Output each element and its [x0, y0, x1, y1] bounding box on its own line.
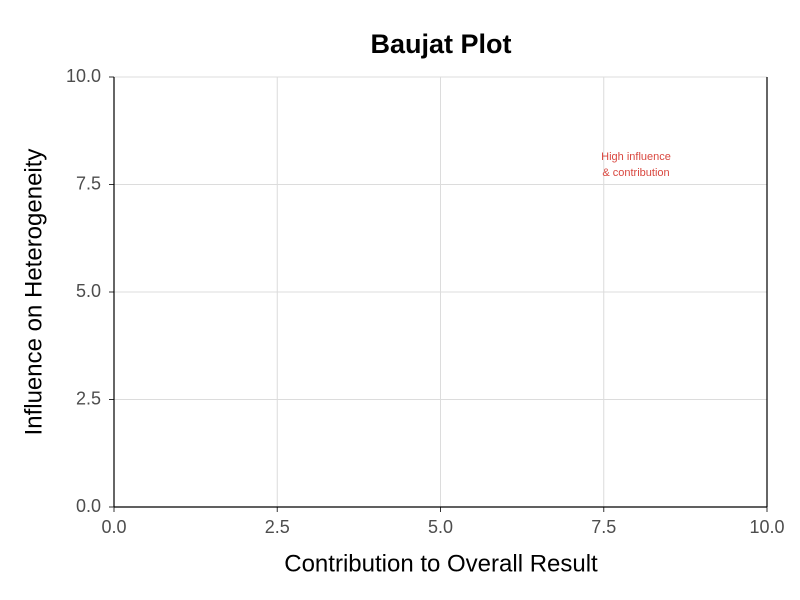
x-tick-label: 10.0 [749, 517, 784, 537]
chart-title: Baujat Plot [370, 29, 511, 59]
annotation: High influence [601, 151, 671, 163]
y-tick-label: 0.0 [76, 496, 101, 516]
y-tick-label: 5.0 [76, 281, 101, 301]
x-tick-label: 2.5 [265, 517, 290, 537]
y-tick-label: 10.0 [66, 66, 101, 86]
y-tick-label: 7.5 [76, 173, 101, 193]
x-tick-label: 5.0 [428, 517, 453, 537]
y-tick-label: 2.5 [76, 388, 101, 408]
x-tick-label: 7.5 [591, 517, 616, 537]
x-axis-label: Contribution to Overall Result [284, 550, 598, 577]
x-tick-label: 0.0 [101, 517, 126, 537]
y-axis-label: Influence on Heterogeneity [20, 149, 47, 436]
annotation: & contribution [602, 167, 669, 179]
